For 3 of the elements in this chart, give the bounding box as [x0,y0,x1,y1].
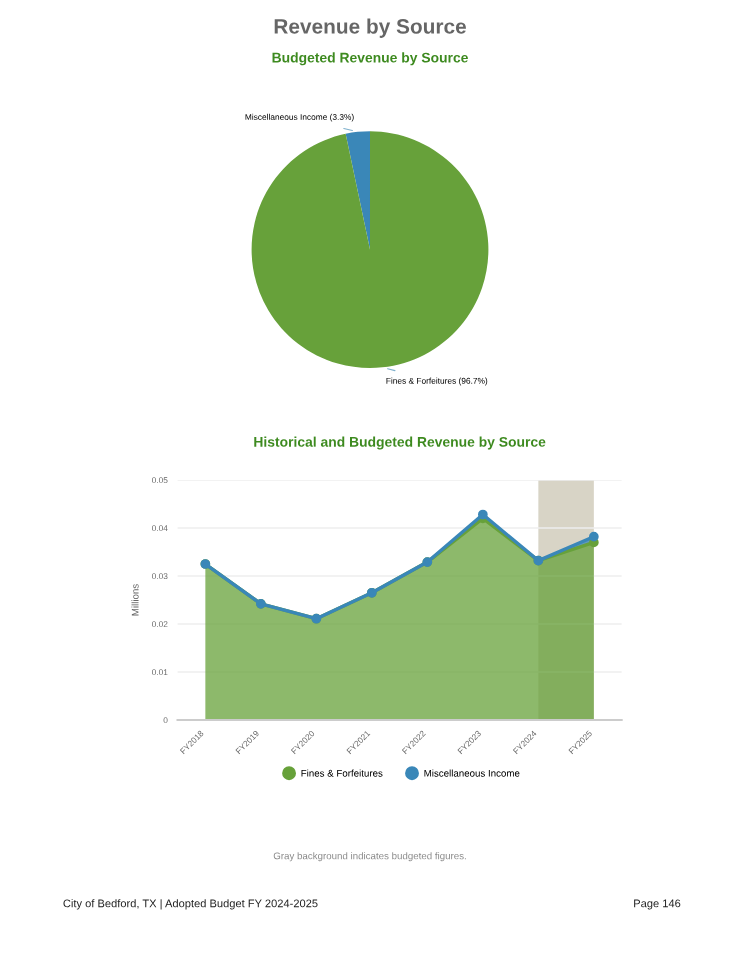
pie-slice [345,131,370,250]
pie-slice [251,131,489,368]
chart-title: Revenue by Source [274,18,466,38]
